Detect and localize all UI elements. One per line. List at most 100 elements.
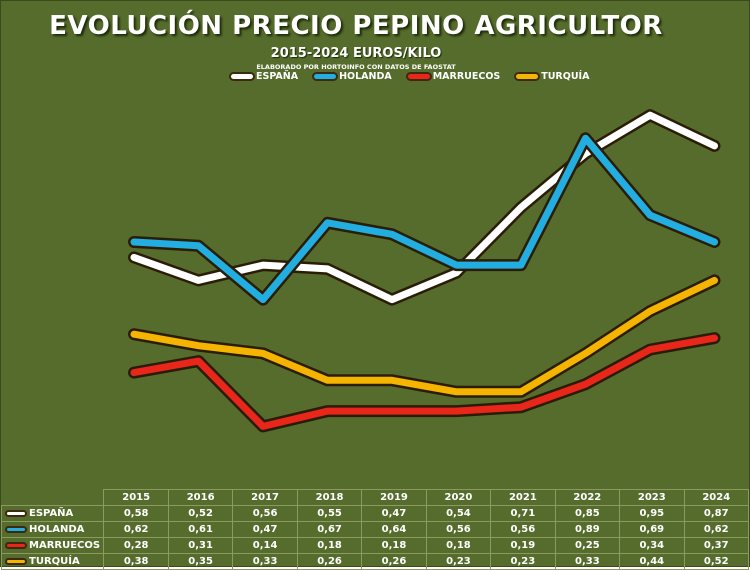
data-table: 2015 2016 2017 2018 2019 2020 2021 2022 2023 2024… [0,489,750,570]
data-point [584,137,587,140]
data-point [326,267,329,270]
legend-swatch [514,72,541,81]
table-cell: 0,37 [683,537,750,554]
data-point [713,279,716,282]
data-point [133,371,135,374]
table-cell: 0,47 [361,505,427,522]
legend-swatch [405,72,432,81]
year-header: 2022 [554,489,621,506]
data-point [197,244,200,247]
table-cell: 0,14 [232,537,298,554]
legend-item-turquia: TURQUÍA [514,71,589,82]
table-row-espana: ESPAÑA 0,58 0,52 0,56 0,55 0,47 0,54 0,71 0,85 0,… [0,505,750,522]
table-cell: 0,44 [619,553,685,570]
table-cell: 0,56 [425,521,492,538]
legend: ESPAÑA HOLANDA MARRUECOS TURQUÍA [229,71,603,85]
table-cell: 0,56 [232,505,298,522]
table-cell: 0,69 [619,521,685,538]
data-point [262,298,264,301]
table-cell: 0,55 [296,505,363,522]
table-corner [2,490,104,506]
data-point [391,298,393,301]
series-espana [128,109,721,306]
table-cell: 0,33 [232,553,298,570]
table-cell: 0,71 [490,505,556,522]
table-cell: 0,25 [554,537,621,554]
row-label: TURQUÍA [29,556,80,567]
row-label: HOLANDA [29,524,85,535]
series-holanda [128,132,721,306]
table-cell: 0,62 [103,521,169,538]
data-point [455,271,458,274]
table-cell: 0,35 [167,553,234,570]
row-label: MARRUECOS [29,540,101,551]
data-point [649,310,651,313]
data-point [133,256,135,259]
year-header: 2016 [167,489,234,506]
legend-item-marruecos: MARRUECOS [405,71,501,82]
table-cell: 0,95 [619,505,685,522]
table-cell: 0,18 [361,537,427,554]
row-header: HOLANDA [0,521,105,538]
series-line [130,334,718,430]
table-cell: 0,19 [490,537,556,554]
row-swatch [5,509,27,517]
table-cell: 0,52 [683,553,750,570]
data-point [584,383,587,386]
table-cell: 0,52 [167,505,234,522]
row-swatch [5,525,27,533]
data-point [713,144,716,147]
table-cell: 0,28 [103,537,169,554]
chart-subtitle: 2015-2024 EUROS/KILO [270,46,442,61]
data-point [455,264,458,267]
table-cell: 0,62 [683,521,750,538]
data-point [326,379,329,382]
data-point [455,410,458,413]
legend-swatch [312,72,339,81]
row-header: ESPAÑA [0,505,105,522]
table-cell: 0,33 [554,553,621,570]
table-row-marruecos: MARRUECOS 0,28 0,31 0,14 0,18 0,18 0,18 0,19 0,2… [0,537,750,554]
table-cell: 0,58 [103,505,169,522]
year-header: 2024 [683,489,750,506]
legend-item-espana: ESPAÑA [229,71,298,82]
data-point [584,152,587,155]
year-header: 2021 [490,489,556,506]
table-header-row: 2015 2016 2017 2018 2019 2020 2021 2022 2023 2024 [2,489,750,506]
data-point [391,233,393,236]
chart-title: EVOLUCIÓN PRECIO PEPINO AGRICULTOR [49,11,663,41]
legend-item-holanda: HOLANDA [312,71,392,82]
legend-label: TURQUÍA [541,71,590,82]
data-point [520,206,522,209]
data-point [520,390,522,393]
row-header: TURQUÍA [0,553,105,570]
data-point [326,221,329,224]
row-swatch [5,541,27,549]
year-header: 2018 [296,489,363,506]
table-cell: 0,26 [296,553,363,570]
table-row-turquia: TURQUÍA 0,38 0,35 0,33 0,26 0,26 0,23 0,23 0,33 0… [0,553,750,570]
table-cell: 0,61 [167,521,234,538]
plot-area [128,109,721,433]
table-cell: 0,67 [296,521,363,538]
year-header: 2019 [361,489,427,506]
table-cell: 0,23 [490,553,556,570]
table-cell: 0,18 [296,537,363,554]
table-row-holanda: HOLANDA 0,62 0,61 0,47 0,67 0,64 0,56 0,56 0,89 0… [0,521,750,538]
legend-label: ESPAÑA [256,71,299,82]
table-cell: 0,18 [425,537,492,554]
data-point [584,352,587,355]
legend-label: MARRUECOS [432,71,501,82]
table-cell: 0,47 [232,521,298,538]
data-point [326,410,329,413]
year-header: 2015 [103,489,169,506]
data-point [391,379,393,382]
data-point [197,360,200,363]
series-line [130,276,718,396]
series-line [130,134,718,304]
row-header: MARRUECOS [0,537,105,554]
data-point [197,279,200,282]
data-point [133,241,135,243]
table-cell: 0,56 [490,521,556,538]
data-point [713,241,716,243]
